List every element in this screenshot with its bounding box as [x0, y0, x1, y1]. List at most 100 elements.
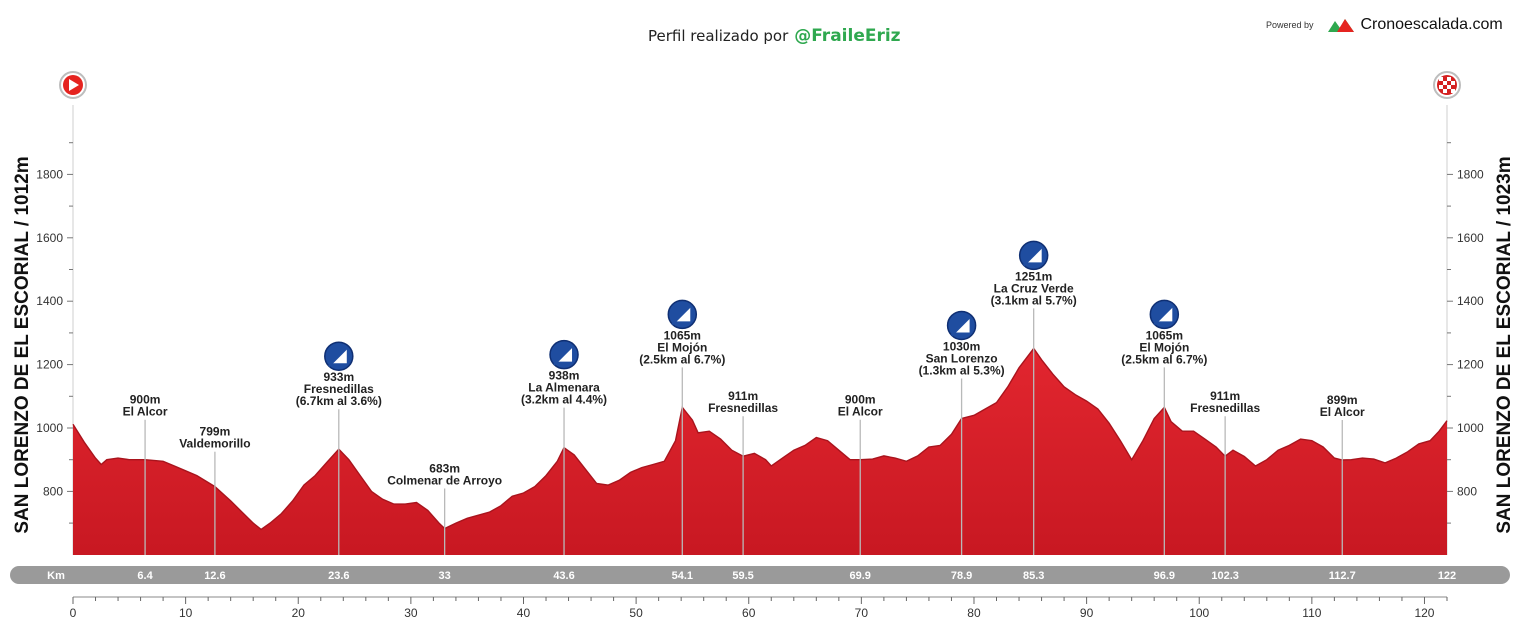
climb-icon-road: [671, 304, 692, 326]
right-y-axis: 800 1000 1200 1400 1600 1800: [1446, 105, 1484, 555]
km-bar-bg: [10, 566, 1510, 584]
climb-icon-road: [950, 315, 972, 337]
start-icon: [59, 71, 87, 99]
km-bar-label: Km: [47, 570, 65, 582]
km-bar-value: 59.5: [732, 570, 753, 582]
km-bar-value: 96.9: [1154, 570, 1175, 582]
left-tick-label: 800: [43, 484, 63, 498]
finish-icon-check: [1439, 77, 1443, 81]
marker-name: La Almenara: [528, 381, 600, 395]
marker-elevation: 938m: [549, 369, 580, 383]
climb-icon: [549, 339, 579, 370]
km-bar-value: 12.6: [204, 570, 225, 582]
climb-icon-road: [328, 346, 349, 367]
climb-icon: [324, 341, 354, 371]
right-tick-label: 1000: [1457, 421, 1484, 435]
profile-area: [73, 348, 1447, 555]
marker-name: Fresnedillas: [304, 382, 374, 396]
marker-name: El Alcor: [1320, 405, 1365, 419]
marker-name: El Mojón: [1139, 340, 1189, 354]
bottom-tick-label: 110: [1302, 606, 1321, 620]
left-tick-label: 1200: [36, 358, 63, 372]
bottom-tick-label: 70: [855, 606, 869, 620]
marker-name: El Alcor: [838, 405, 883, 419]
marker-detail: (3.2km al 4.4%): [521, 393, 607, 407]
bottom-tick-label: 20: [292, 606, 306, 620]
finish-icon-check: [1443, 81, 1447, 85]
left-tick-label: 1800: [36, 167, 63, 181]
km-bar-value: 54.1: [672, 570, 693, 582]
bottom-tick-label: 50: [629, 606, 643, 620]
climb-icon-road: [1153, 304, 1175, 326]
finish-flag-icon: [1433, 71, 1461, 99]
marker-elevation: 900m: [845, 393, 876, 407]
credit-handle[interactable]: @FraileEriz: [794, 26, 901, 46]
right-tick-label: 1600: [1457, 231, 1484, 245]
bottom-tick-label: 10: [179, 606, 193, 620]
cronoescalada-logo-icon: [1327, 19, 1354, 32]
marker-name: Fresnedillas: [1190, 401, 1260, 415]
bottom-x-axis: 0 10 20 30 40 50 60 70 80 90 100 110 120: [70, 596, 1448, 620]
km-bar-value: 85.3: [1023, 570, 1044, 582]
bottom-tick-label: 100: [1189, 606, 1209, 620]
bottom-tick-label: 80: [967, 606, 981, 620]
bottom-tick-label: 0: [70, 606, 77, 620]
marker-elevation: 911m: [728, 389, 758, 403]
marker-elevation: 1030m: [943, 339, 980, 353]
marker-name: El Mojón: [657, 340, 707, 354]
right-tick-label: 1200: [1457, 358, 1484, 372]
km-bar: Km 6.4 12.6 23.6 33 43.6 54.1 59.5 69.9 78.9 85.3 9…: [10, 566, 1510, 584]
km-bar-value: 33: [439, 570, 451, 582]
marker-name: San Lorenzo: [926, 351, 998, 365]
marker-elevation: 900m: [130, 393, 161, 407]
climb-icon: [1149, 299, 1180, 330]
right-tick-label: 1800: [1457, 167, 1484, 181]
marker-detail: (1.3km al 5.3%): [919, 363, 1005, 377]
finish-icon-check: [1451, 81, 1455, 85]
bottom-tick-label: 90: [1080, 606, 1094, 620]
climb-icon-road: [1022, 245, 1044, 267]
right-tick-label: 1400: [1457, 294, 1484, 308]
bottom-tick-label: 60: [742, 606, 756, 620]
left-tick-label: 1000: [36, 421, 63, 435]
km-bar-value: 6.4: [137, 570, 153, 582]
marker-elevation: 683m: [429, 461, 460, 475]
finish-icon-check: [1443, 89, 1447, 93]
finish-icon-check: [1439, 85, 1443, 89]
bottom-tick-label: 40: [517, 606, 531, 620]
marker-name: El Alcor: [123, 405, 168, 419]
marker-name: Colmenar de Arroyo: [387, 473, 502, 487]
marker-elevation: 1065m: [664, 328, 701, 342]
start-icon-arrow: [69, 79, 79, 91]
marker-elevation: 899m: [1327, 393, 1358, 407]
brand-name[interactable]: Cronoescalada.com: [1360, 16, 1503, 33]
marker-elevation: 933m: [323, 370, 354, 384]
marker-elevation: 1065m: [1146, 328, 1183, 342]
km-bar-value: 78.9: [951, 570, 972, 582]
marker-name: La Cruz Verde: [994, 281, 1074, 295]
marker-elevation: 799m: [200, 425, 231, 439]
right-tick-label: 800: [1457, 484, 1477, 498]
marker-elevation: 1251m: [1015, 269, 1052, 283]
marker-detail: (2.5km al 6.7%): [1121, 352, 1207, 366]
bottom-tick-label: 30: [404, 606, 418, 620]
marker-detail: (2.5km al 6.7%): [639, 352, 725, 366]
finish-icon-check: [1447, 85, 1451, 89]
km-bar-value: 112.7: [1329, 570, 1356, 582]
side-labels: SAN LORENZO DE EL ESCORIAL / 1012m SAN LO…: [12, 156, 1515, 533]
km-bar-value: 102.3: [1211, 570, 1239, 582]
marker-name: Valdemorillo: [179, 437, 250, 451]
climb-icon: [1018, 240, 1049, 271]
climb-icon: [946, 310, 977, 341]
marker-detail: (6.7km al 3.6%): [296, 394, 382, 408]
start-side-label: SAN LORENZO DE EL ESCORIAL / 1012m: [12, 156, 33, 533]
powered-by: Powered by Cronoescalada.com: [1266, 16, 1503, 34]
climb-icon-road: [553, 344, 574, 366]
credit-text: Perfil realizado por: [648, 27, 789, 45]
left-tick-label: 1400: [36, 294, 63, 308]
profile-credit: Perfil realizado por @FraileEriz: [648, 26, 901, 46]
km-bar-value: 122: [1438, 570, 1456, 582]
powered-label: Powered by: [1266, 20, 1314, 30]
left-tick-label: 1600: [36, 231, 63, 245]
